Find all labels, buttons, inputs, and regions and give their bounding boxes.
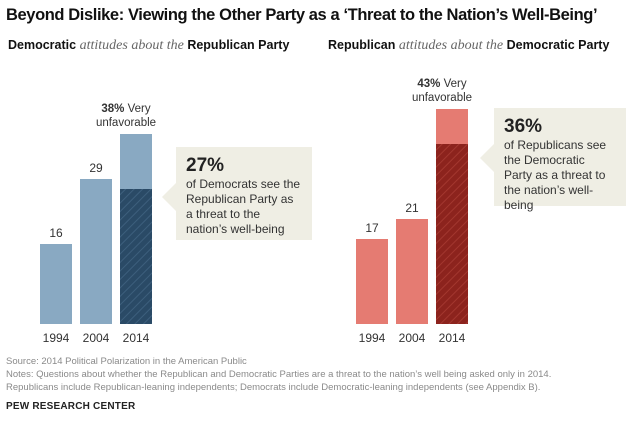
left-bar-1994-very-unfavorable [40,244,72,324]
left-subtitle-mid: attitudes about the [76,38,188,53]
right-bar-1994-very-unfavorable [356,239,388,324]
right-value-label-2004: 21 [405,201,419,215]
right-category-label-1994: 1994 [359,331,386,345]
right-bar-2004-very-unfavorable [396,219,428,324]
right-callout: 36% of Republicans see the Democratic Pa… [480,108,626,212]
right-category-label-2004: 2004 [399,331,426,345]
right-top-label: 43% Very [417,78,466,90]
left-callout-text: of Democrats see the Republican Party as… [186,177,301,236]
left-category-label-2004: 2004 [83,331,110,345]
republican-attitudes-chart: 17 1994 21 2004 43% Very unfavorable 2014 [356,78,472,345]
notes-line-2: Republicans include Republican-leaning i… [6,382,541,393]
right-callout-text: of Republicans see the Democratic Party … [504,138,607,212]
right-bar-2014-threat-segment [436,144,468,324]
left-top-label: 38% Very [101,103,150,115]
left-category-label-2014: 2014 [123,331,150,345]
left-value-label-2004: 29 [89,161,103,175]
notes-line-1: Notes: Questions about whether the Repub… [6,369,552,380]
left-callout: 27% of Democrats see the Republican Part… [162,147,312,240]
right-chart-subtitle: Republican attitudes about the Democrati… [328,38,609,54]
right-category-label-2014: 2014 [439,331,466,345]
left-subtitle-party: Democratic [8,38,77,52]
right-top-label-line2: unfavorable [412,92,472,104]
right-subtitle-mid: attitudes about the [395,38,507,53]
right-top-label-word: Very [440,78,466,90]
right-top-label-percent: 43% [417,78,440,90]
right-subtitle-party: Republican [328,38,396,52]
left-value-label-1994: 16 [49,226,63,240]
left-bar-2004-very-unfavorable [80,179,112,324]
left-bar-2014-threat-segment [120,189,152,324]
left-top-label-word: Very [124,103,150,115]
left-top-label-percent: 38% [101,103,124,115]
left-chart-subtitle: Democratic attitudes about the Republica… [8,38,289,54]
left-category-label-1994: 1994 [43,331,70,345]
right-value-label-1994: 17 [365,221,379,235]
democratic-attitudes-chart: 16 1994 29 2004 38% Very unfavorable 2014 [40,103,156,345]
chart-title: Beyond Dislike: Viewing the Other Party … [6,6,598,24]
right-subtitle-target: Democratic Party [506,38,610,52]
organization-name: PEW RESEARCH CENTER [6,401,136,412]
left-subtitle-target: Republican Party [187,38,290,52]
left-callout-percent: 27% [186,155,225,176]
left-top-label-line2: unfavorable [96,117,156,129]
right-callout-percent: 36% [504,116,543,137]
source-note: Source: 2014 Political Polarization in t… [6,356,247,367]
